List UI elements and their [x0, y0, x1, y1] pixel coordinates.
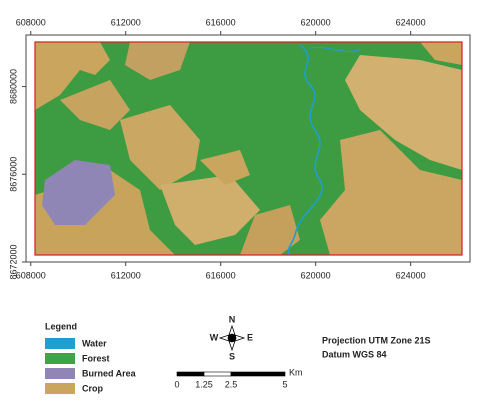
scale-segment [203, 371, 232, 377]
scale-label: 0 [174, 379, 179, 389]
y-tick-label: 8680000 [8, 69, 18, 104]
x-tick-label: 624000 [396, 270, 426, 280]
datum: Datum WGS 84 [322, 349, 387, 359]
scale-label: 1.25 [195, 379, 213, 389]
y-tick-label: 8676000 [8, 157, 18, 192]
scale-segment [230, 371, 286, 377]
scale-segment [176, 371, 205, 377]
compass-east: E [247, 332, 253, 342]
x-tick-label: 612000 [111, 270, 141, 280]
legend-label: Water [82, 338, 107, 348]
x-tick-label: 612000 [111, 17, 141, 27]
x-tick-label: 624000 [396, 17, 426, 27]
north-arrow [218, 324, 246, 352]
x-tick-label: 620000 [301, 17, 331, 27]
map-border [34, 41, 463, 256]
x-tick-label: 620000 [301, 270, 331, 280]
legend-swatch [45, 383, 75, 394]
map-frame [25, 34, 471, 263]
legend-label: Crop [82, 383, 103, 393]
legend-label: Forest [82, 353, 110, 363]
compass-west: W [210, 332, 219, 342]
legend-label: Burned Area [82, 368, 137, 378]
x-tick-label: 616000 [206, 17, 236, 27]
scale-label: 2.5 [225, 379, 238, 389]
y-tick-label: 8672000 [8, 244, 18, 279]
legend-swatch [45, 338, 75, 349]
compass-south: S [229, 351, 235, 361]
scale-unit: Km [289, 367, 303, 377]
x-tick-label: 608000 [16, 270, 46, 280]
x-tick-label: 608000 [16, 17, 46, 27]
compass-north: N [229, 314, 236, 324]
legend-swatch [45, 353, 75, 364]
x-tick-label: 616000 [206, 270, 236, 280]
projection: Projection UTM Zone 21S [322, 335, 431, 345]
legend-swatch [45, 368, 75, 379]
scale-label: 5 [282, 379, 287, 389]
legend-title: Legend [45, 321, 77, 331]
map-image [35, 42, 462, 256]
